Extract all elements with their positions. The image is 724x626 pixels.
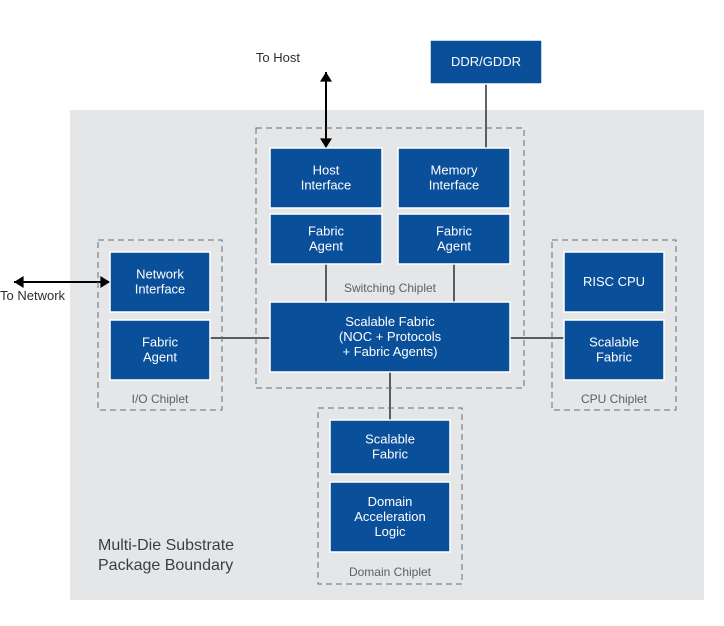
mem-if-box-label: MemoryInterface bbox=[429, 163, 480, 193]
cpu-chiplet-label: CPU Chiplet bbox=[581, 392, 648, 406]
cpu-fab-box-label: ScalableFabric bbox=[589, 335, 639, 365]
dom-fab-box-label: ScalableFabric bbox=[365, 432, 415, 462]
domain-chiplet-label: Domain Chiplet bbox=[349, 565, 432, 579]
arrowhead-icon bbox=[320, 72, 332, 82]
diagram-root: DDR/GDDR To Host To Network NetworkInterfac… bbox=[0, 0, 724, 626]
arrowhead-icon bbox=[14, 276, 24, 288]
ddr-gddr-box-label: DDR/GDDR bbox=[451, 54, 521, 69]
io-fa-box-label: FabricAgent bbox=[142, 335, 179, 365]
risc-box-label: RISC CPU bbox=[583, 274, 645, 289]
fabric-box-label: Scalable Fabric(NOC + Protocols+ Fabric … bbox=[339, 314, 442, 359]
to-host-label: To Host bbox=[256, 50, 300, 65]
to-network-label: To Network bbox=[0, 288, 66, 303]
net-if-box-label: NetworkInterface bbox=[135, 267, 186, 297]
sw-fa2-box-label: FabricAgent bbox=[436, 224, 473, 254]
io-chiplet-label: I/O Chiplet bbox=[132, 392, 189, 406]
sw-fa1-box-label: FabricAgent bbox=[308, 224, 345, 254]
switching-chiplet-label: Switching Chiplet bbox=[344, 281, 437, 295]
